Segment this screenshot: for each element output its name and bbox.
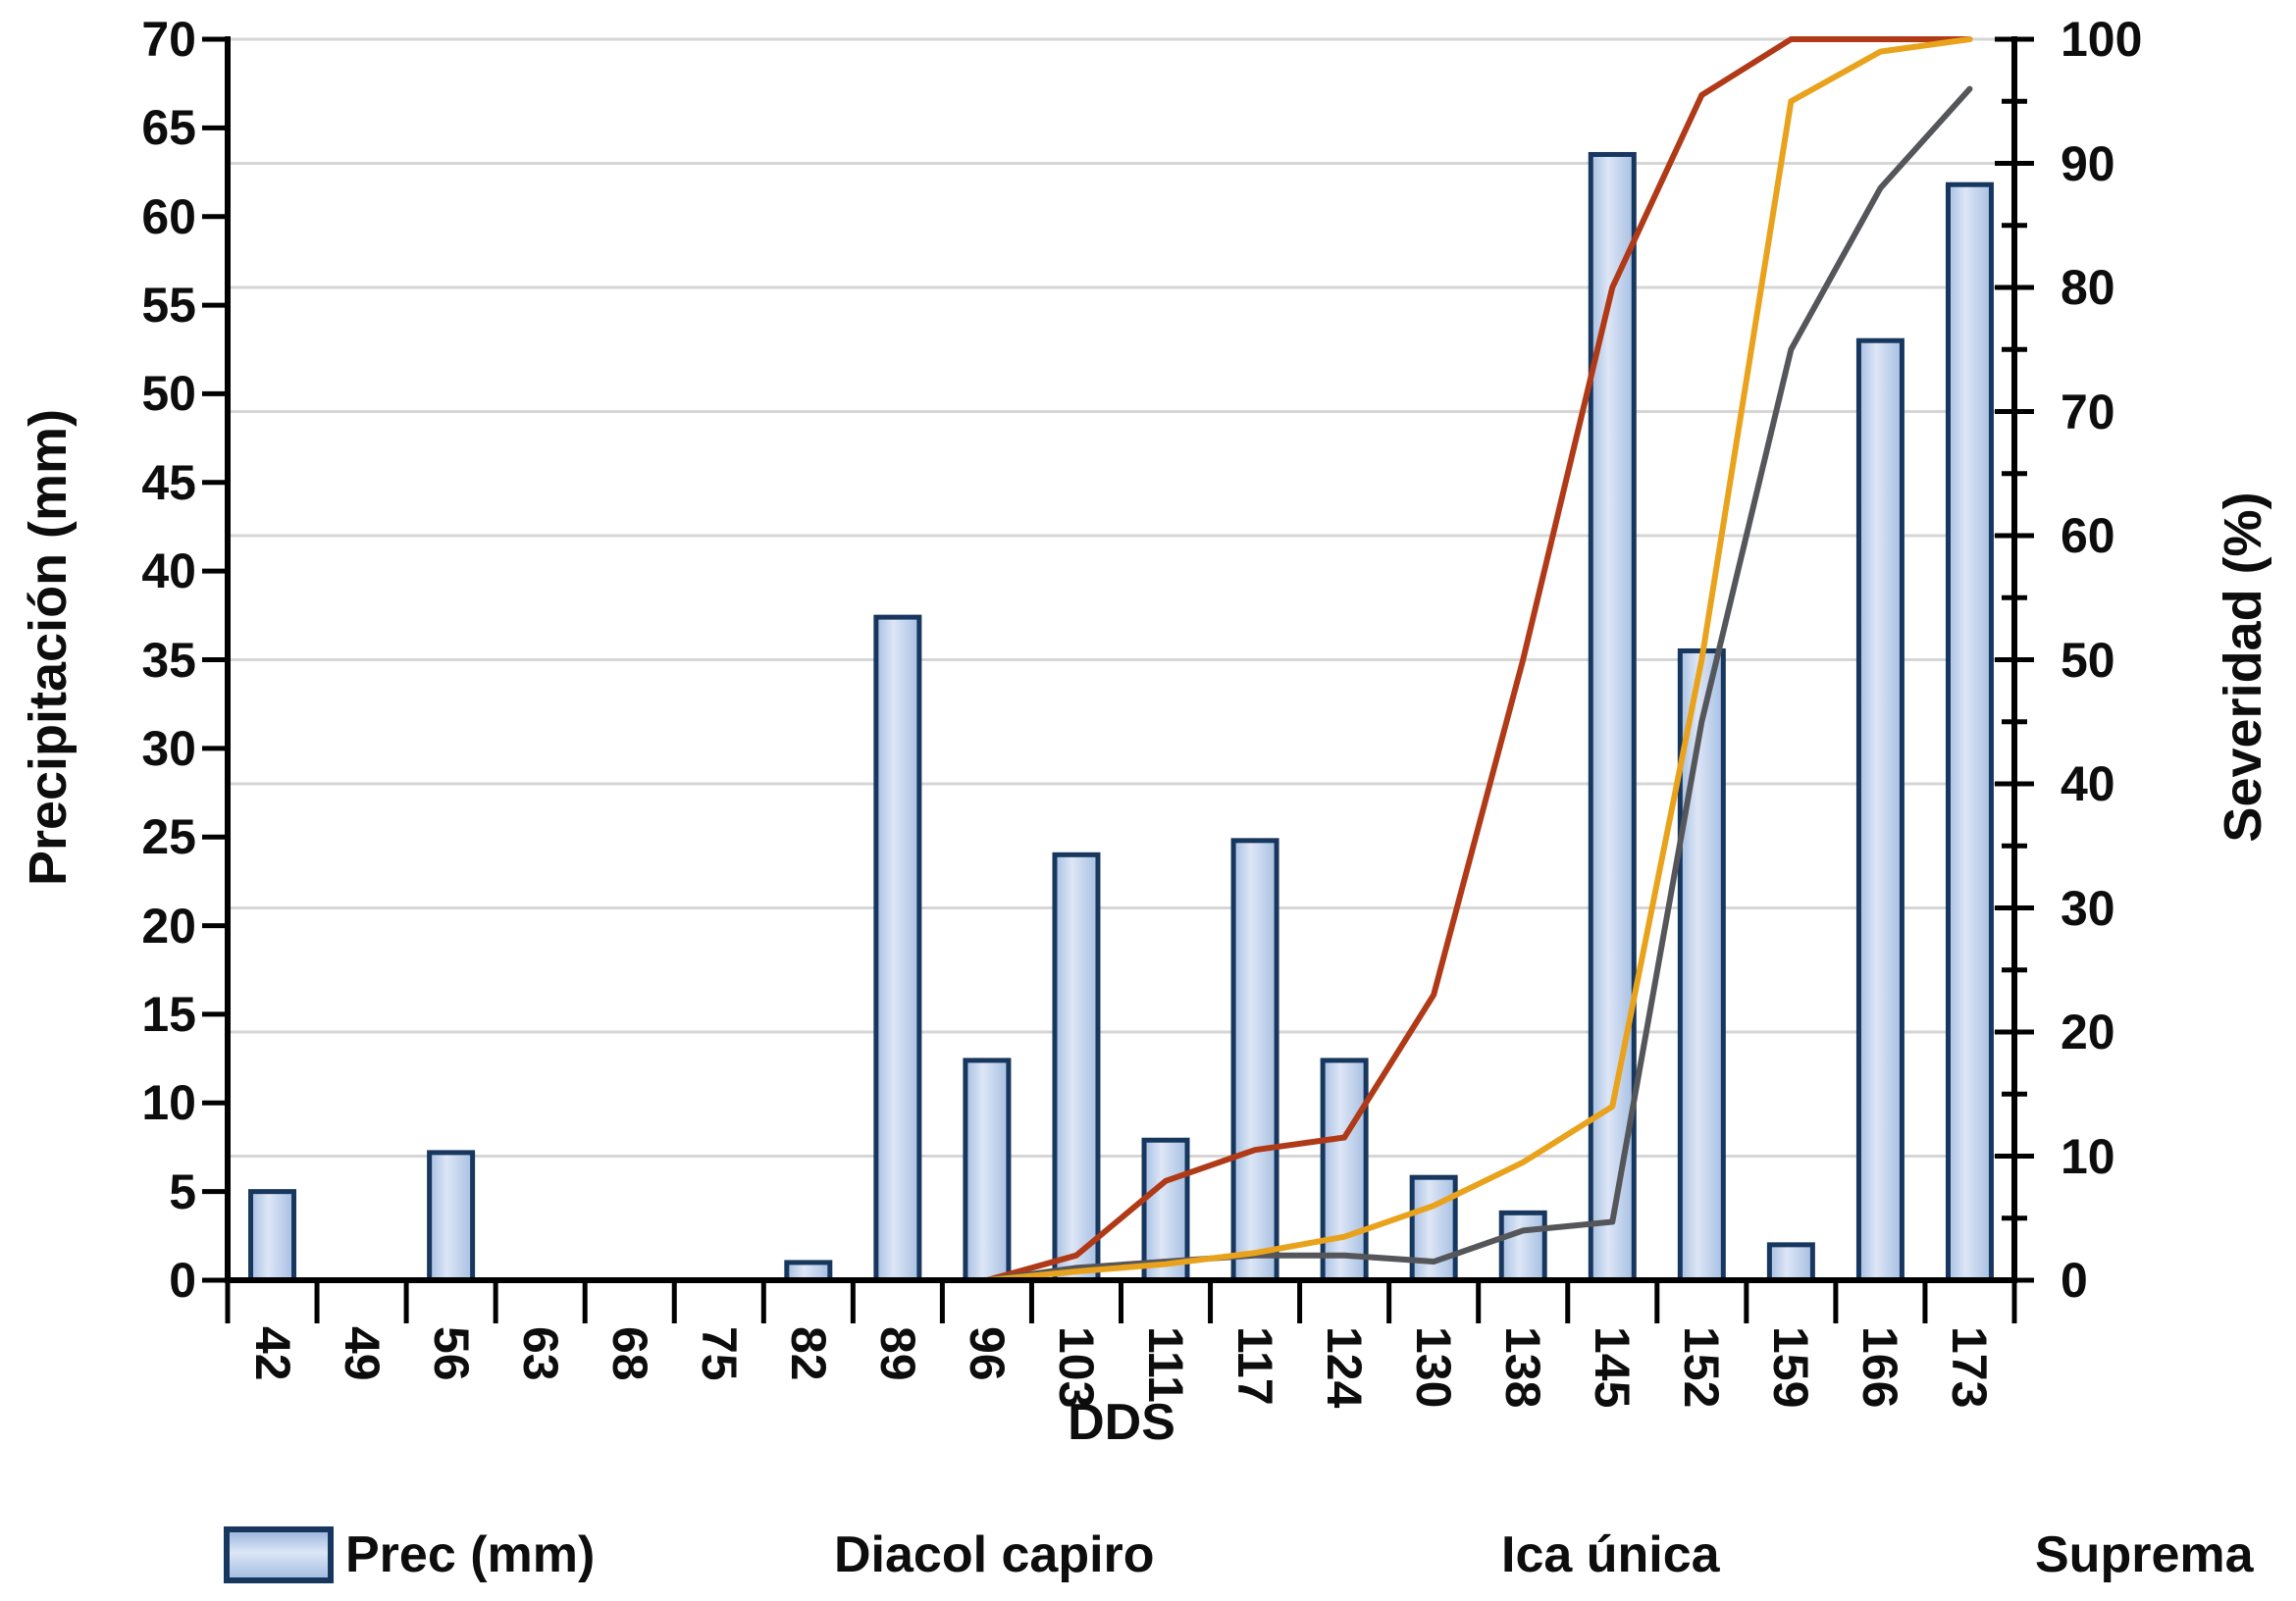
left-axis-title: Precipitación (mm) <box>19 408 78 887</box>
legend-label-ica-unica: Ica única <box>1501 1526 1720 1583</box>
legend: Prec (mm) Diacol capiro Ica única Suprem… <box>0 1516 2296 1594</box>
x-axis-tick-label: 82 <box>780 1326 836 1381</box>
bar-prec <box>427 1150 476 1283</box>
x-axis-tick-label: 49 <box>334 1326 390 1381</box>
legend-label-suprema: Suprema <box>2035 1526 2254 1583</box>
left-axis-tick-label: 45 <box>141 454 196 510</box>
bar-prec <box>963 1058 1012 1283</box>
right-axis-tick-label: 30 <box>2061 880 2115 936</box>
left-axis-tick-label: 15 <box>141 986 196 1042</box>
x-axis-tick-label: 166 <box>1852 1326 1908 1409</box>
x-axis-tick-label: 117 <box>1227 1326 1283 1406</box>
left-axis-tick-label: 60 <box>141 188 196 244</box>
line-swatch-icon <box>675 1550 822 1560</box>
right-axis-title: Severidad (%) <box>2214 491 2272 843</box>
left-axis-tick-label: 65 <box>141 100 196 156</box>
x-axis-tick-label: 75 <box>691 1326 747 1381</box>
x-axis-tick-label: 145 <box>1585 1326 1641 1409</box>
series-line <box>983 85 1973 1283</box>
left-axis-tick-label: 40 <box>141 543 196 599</box>
left-axis-tick-label: 5 <box>169 1163 196 1219</box>
right-axis-tick-label: 90 <box>2061 135 2115 191</box>
bar-prec <box>1052 852 1101 1283</box>
x-axis-tick-label: 96 <box>959 1326 1015 1381</box>
x-axis-tick-label: 89 <box>869 1326 925 1381</box>
line-swatch-icon <box>1876 1550 2023 1560</box>
bar-prec <box>873 614 922 1283</box>
bar-prec <box>1409 1174 1458 1283</box>
right-axis-tick-label: 20 <box>2061 1005 2115 1059</box>
bar-prec <box>1230 838 1279 1283</box>
x-axis-tick-label: 111 <box>1138 1326 1194 1403</box>
bar-prec <box>1766 1242 1815 1283</box>
left-axis-tick-label: 55 <box>141 278 196 334</box>
legend-label-diacol-capiro: Diacol capiro <box>834 1526 1155 1583</box>
left-axis-tick-label: 70 <box>141 12 196 67</box>
x-axis-tick-label: 173 <box>1942 1326 1998 1409</box>
x-axis-tick-label: 56 <box>423 1326 479 1381</box>
left-axis-tick-label: 10 <box>141 1075 196 1131</box>
series-line <box>983 36 1973 1283</box>
x-axis-tick-label: 68 <box>601 1326 657 1381</box>
bar-prec <box>1320 1058 1369 1283</box>
bar-prec <box>248 1189 297 1283</box>
bar-prec <box>1588 151 1637 1283</box>
series-line <box>983 36 1973 1283</box>
right-axis-tick-label: 40 <box>2061 756 2115 811</box>
legend-item-ica-unica: Ica única <box>1342 1516 1720 1594</box>
x-axis-tick-label: 42 <box>244 1326 300 1381</box>
right-axis-tick-label: 10 <box>2061 1128 2115 1184</box>
right-axis-tick-label: 0 <box>2061 1253 2088 1308</box>
right-axis-tick-label: 50 <box>2061 632 2115 688</box>
legend-item-suprema: Suprema <box>1876 1516 2254 1594</box>
legend-item-diacol-capiro: Diacol capiro <box>675 1516 1155 1594</box>
x-axis-tick-label: 130 <box>1406 1326 1462 1409</box>
x-axis-tick-label: 138 <box>1495 1326 1551 1409</box>
x-axis-title: DDS <box>1068 1394 1175 1451</box>
left-axis-tick-label: 25 <box>141 809 196 865</box>
x-axis-tick-label: 63 <box>512 1326 568 1381</box>
bar-prec <box>1945 181 1994 1283</box>
left-axis-tick-label: 20 <box>141 898 196 954</box>
right-axis-tick-label: 100 <box>2061 12 2143 67</box>
x-axis-tick-label: 124 <box>1317 1326 1373 1409</box>
x-axis-tick-label: 159 <box>1763 1326 1819 1409</box>
bar-prec <box>1498 1210 1547 1283</box>
right-axis-tick-label: 70 <box>2061 384 2115 439</box>
x-axis-tick-label: 152 <box>1674 1326 1730 1409</box>
line-swatch-icon <box>1342 1550 1489 1560</box>
right-axis-tick-label: 60 <box>2061 508 2115 563</box>
bar-swatch-icon <box>224 1526 334 1583</box>
bar-prec <box>1855 337 1905 1283</box>
right-axis-tick-label: 80 <box>2061 260 2115 315</box>
left-axis-tick-label: 50 <box>141 366 196 422</box>
legend-item-prec: Prec (mm) <box>224 1516 595 1594</box>
legend-label-prec: Prec (mm) <box>345 1526 596 1583</box>
left-axis-tick-label: 0 <box>169 1253 196 1308</box>
left-axis-tick-label: 35 <box>141 632 196 688</box>
left-axis-tick-label: 30 <box>141 720 196 776</box>
